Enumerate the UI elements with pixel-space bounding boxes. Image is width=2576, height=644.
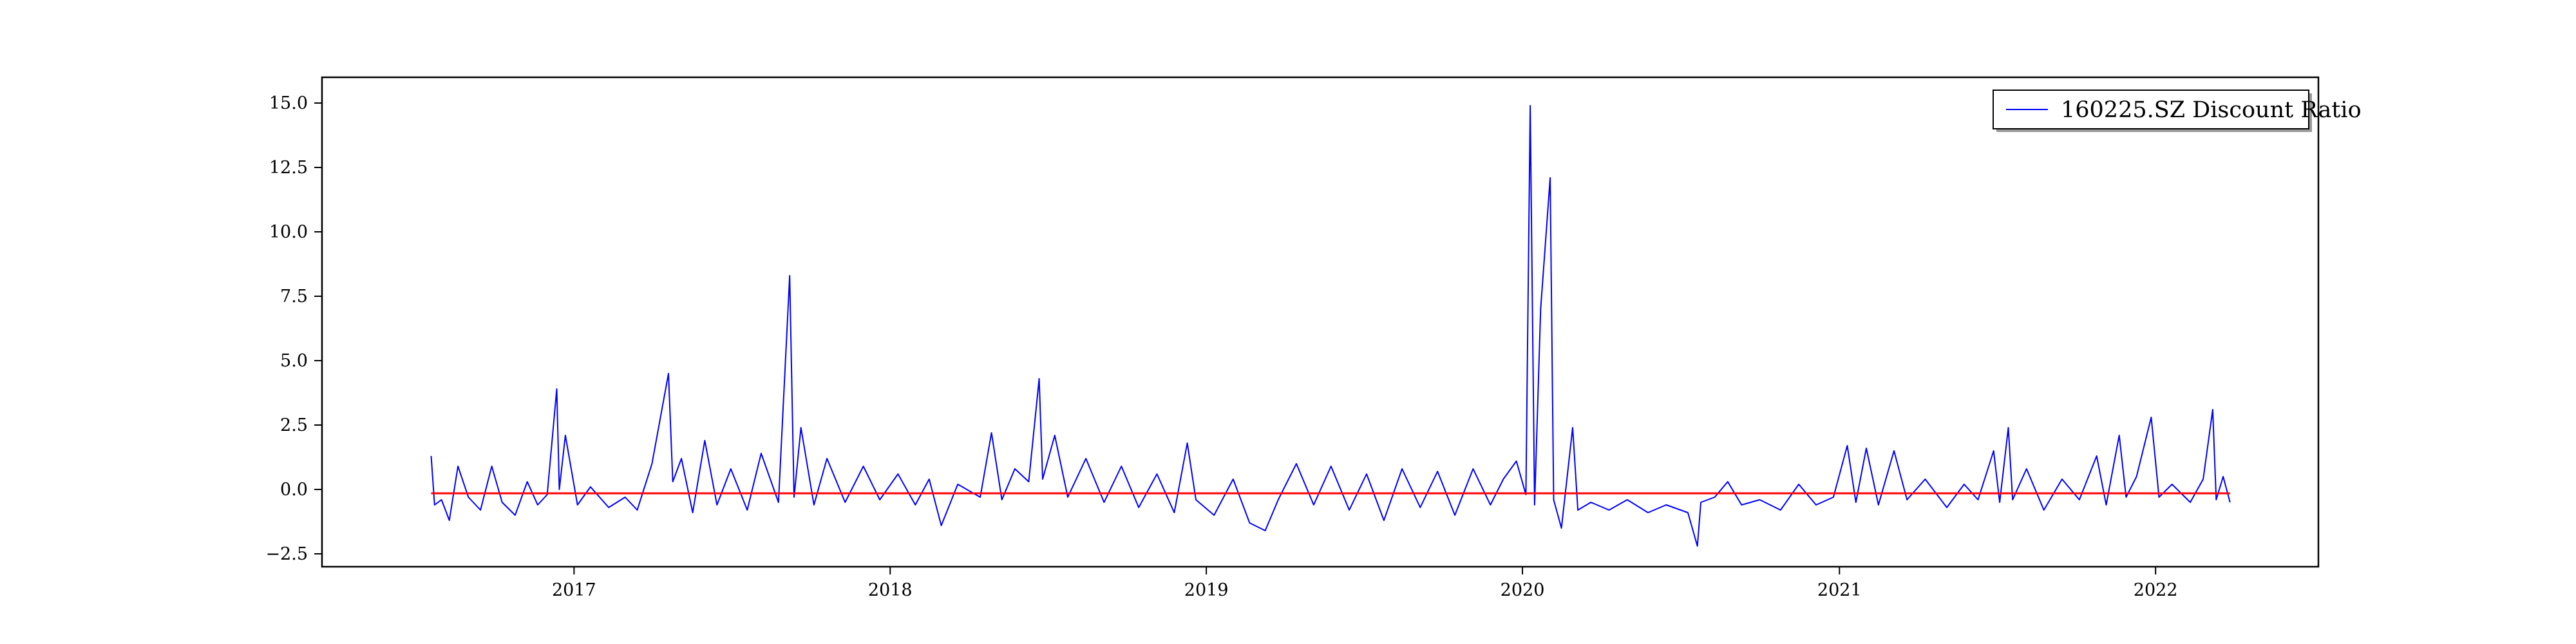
y-tick-label: −2.5 [265,544,308,564]
legend-label: 160225.SZ Discount Ratio [2061,97,2362,123]
x-axis: 2017 2018 2019 2020 2021 2022 [552,567,2178,600]
legend: 160225.SZ Discount Ratio [1993,90,2362,132]
y-axis: −2.5 0.0 2.5 5.0 7.5 10.0 12.5 15.0 [265,93,322,564]
x-tick-label: 2019 [1184,580,1229,600]
y-tick-label: 2.5 [280,415,308,435]
series-line-discount-ratio [430,105,2231,547]
series-layer [430,105,2231,547]
y-tick-label: 0.0 [280,480,308,500]
y-tick-label: 10.0 [269,222,308,242]
y-tick-label: 5.0 [280,351,308,371]
x-tick-label: 2017 [552,580,596,600]
x-tick-label: 2020 [1501,580,1545,600]
y-tick-label: 15.0 [269,93,308,113]
x-tick-label: 2018 [868,580,913,600]
x-tick-label: 2022 [2134,580,2178,600]
y-tick-label: 12.5 [269,158,308,178]
plot-frame [321,76,2320,568]
y-tick-label: 7.5 [280,287,308,307]
x-tick-label: 2021 [1817,580,1862,600]
